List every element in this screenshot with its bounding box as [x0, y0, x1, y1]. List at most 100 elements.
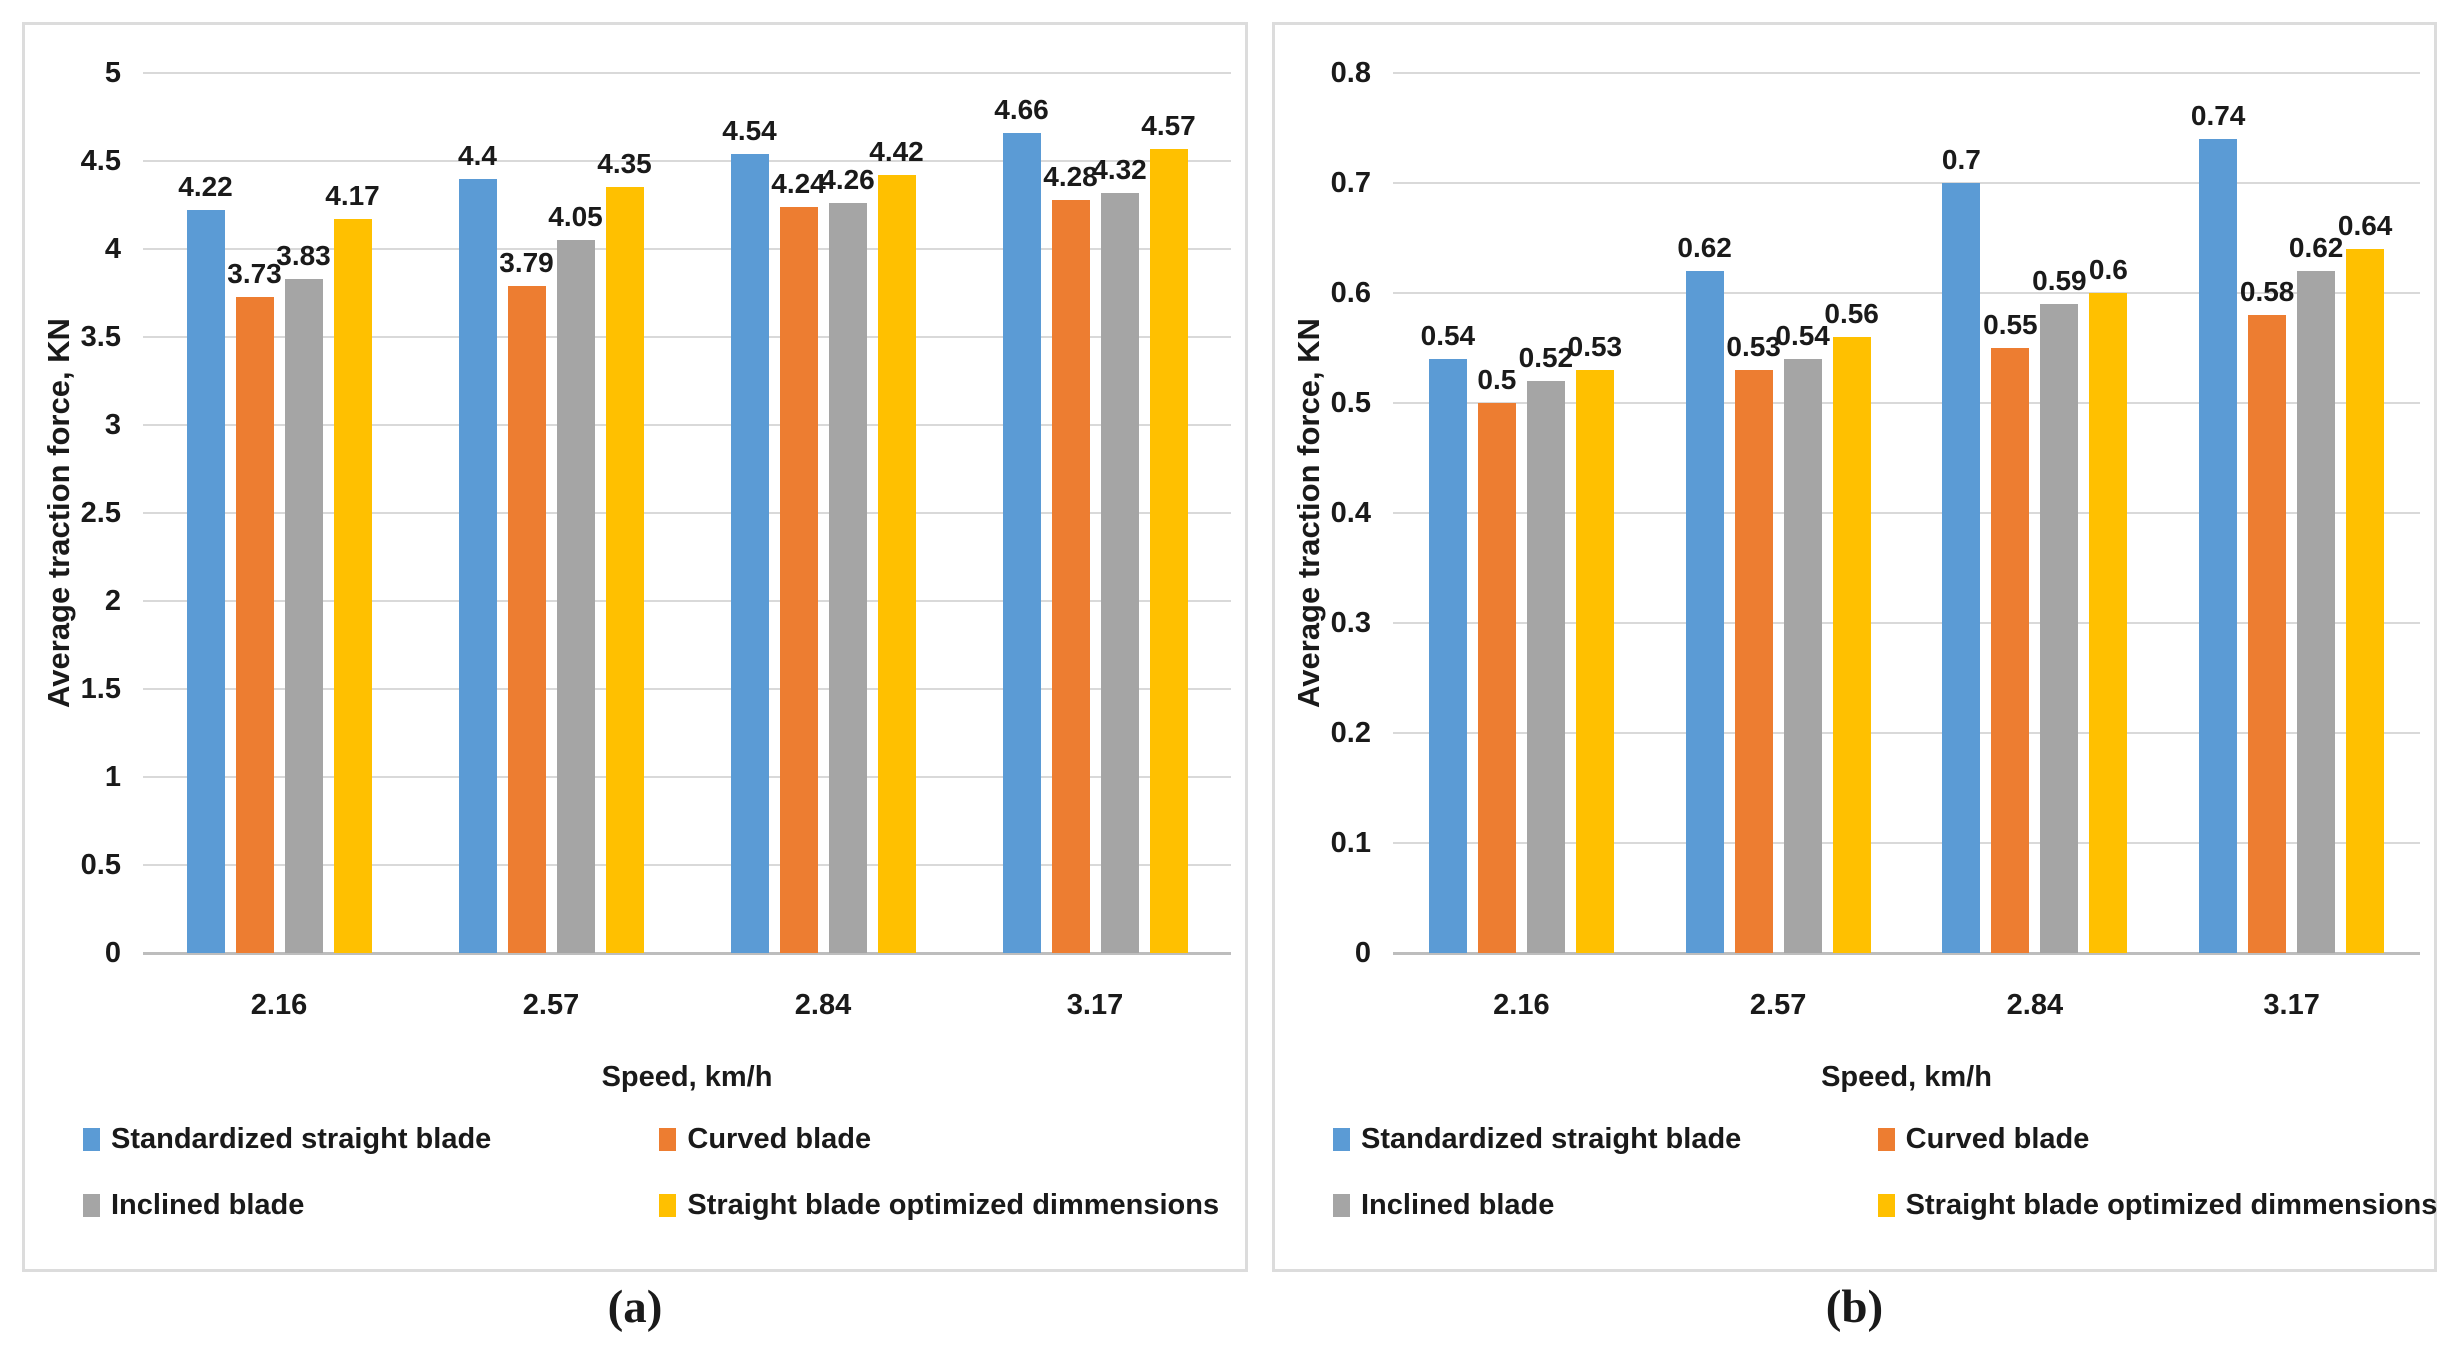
gridline — [143, 248, 1231, 250]
legend-swatch — [83, 1127, 100, 1151]
bar-inclined-blade — [2040, 304, 2079, 953]
bar-standardized-straight-blade — [186, 210, 225, 953]
bar-standardized-straight-blade — [1942, 183, 1981, 953]
legend-swatch — [659, 1127, 677, 1151]
bar-value-label: 4.22 — [178, 171, 233, 203]
bar-value-label: 0.62 — [1677, 232, 1732, 263]
legend-label: Straight blade optimized dimmensions — [1905, 1189, 2438, 1221]
bar-curved-blade — [507, 285, 546, 953]
y-tick-label: 4 — [104, 233, 121, 265]
legend-label: Curved blade — [1905, 1123, 2090, 1155]
bar-value-label: 0.7 — [1941, 144, 1981, 175]
y-tick-label: 0.5 — [80, 849, 121, 881]
bar-value-label: 4.05 — [548, 201, 603, 233]
y-tick-label: 0.5 — [1330, 387, 1371, 419]
bar-value-label: 0.54 — [1775, 320, 1830, 351]
bar-curved-blade — [1477, 403, 1516, 953]
gridline — [1393, 72, 2420, 74]
bar-value-label: 0.74 — [2190, 100, 2246, 131]
subfigure-caption-b: (b) — [1825, 1281, 1884, 1333]
bar-value-label: 0.53 — [1726, 331, 1781, 362]
legend-swatch — [1877, 1193, 1895, 1217]
bar-value-label: 0.52 — [1518, 342, 1574, 373]
subfigure-caption-a: (a) — [607, 1281, 663, 1333]
legend-label: Inclined blade — [111, 1189, 305, 1221]
bar-inclined-blade — [828, 203, 867, 953]
y-tick-label: 0.8 — [1330, 57, 1371, 89]
bar-value-label: 0.59 — [2032, 265, 2087, 296]
bar-standardized-straight-blade — [1002, 132, 1041, 953]
bar-curved-blade — [2248, 315, 2287, 953]
y-tick-label: 2.5 — [80, 497, 121, 529]
bar-value-label: 0.54 — [1420, 320, 1476, 351]
x-tick-label: 3.17 — [1066, 989, 1124, 1021]
bar-standardized-straight-blade — [458, 178, 497, 953]
gridline — [143, 600, 1231, 602]
bar-value-label: 4.35 — [597, 148, 652, 180]
bar-value-label: 4.26 — [820, 164, 875, 196]
bar-value-label: 0.6 — [2088, 254, 2128, 285]
legend-item-standardized-straight-blade: Standardized straight blade — [1333, 1121, 1741, 1157]
gridline — [143, 424, 1231, 426]
bar-value-label: 4.66 — [994, 93, 1049, 125]
bar-value-label: 4.4 — [458, 139, 497, 171]
bar-straight-blade-optimized-dimmensions — [1832, 337, 1871, 953]
bar-value-label: 0.64 — [2337, 210, 2393, 241]
legend-item-straight-blade-optimized-dimmensions: Straight blade optimized dimmensions — [1877, 1187, 2438, 1223]
bar-value-label: 4.24 — [771, 167, 826, 199]
legend-item-standardized-straight-blade: Standardized straight blade — [83, 1121, 491, 1157]
x-tick-label: 2.84 — [2006, 989, 2064, 1021]
bar-value-label: 0.56 — [1824, 298, 1879, 329]
y-tick-label: 0.2 — [1330, 717, 1371, 749]
bar-straight-blade-optimized-dimmensions — [333, 219, 372, 953]
bar-value-label: 0.58 — [2239, 276, 2295, 307]
y-tick-label: 0.4 — [1330, 497, 1371, 529]
gridline — [143, 688, 1231, 690]
bar-value-label: 0.5 — [1477, 364, 1517, 395]
bar-straight-blade-optimized-dimmensions — [1575, 370, 1614, 953]
y-tick-label: 0.1 — [1330, 827, 1371, 859]
legend-item-straight-blade-optimized-dimmensions: Straight blade optimized dimmensions — [659, 1187, 1219, 1223]
bar-straight-blade-optimized-dimmensions — [2346, 249, 2385, 953]
y-tick-label: 1.5 — [80, 673, 121, 705]
legend-swatch — [83, 1193, 100, 1217]
bar-value-label: 4.54 — [722, 114, 777, 146]
bar-curved-blade — [1051, 199, 1090, 953]
x-tick-label: 3.17 — [2263, 989, 2320, 1021]
legend-swatch — [1333, 1193, 1350, 1217]
y-tick-label: 4.5 — [80, 145, 121, 177]
gridline — [143, 776, 1231, 778]
gridline — [143, 160, 1231, 162]
chart-panel-a: Average traction force, KN Speed, km/h 0… — [22, 22, 1248, 1272]
bar-value-label: 3.83 — [276, 239, 331, 271]
gridline — [1393, 842, 2420, 844]
gridline — [1393, 732, 2420, 734]
bar-standardized-straight-blade — [1428, 359, 1467, 953]
gridline — [143, 72, 1231, 74]
gridline — [143, 512, 1231, 514]
bar-straight-blade-optimized-dimmensions — [605, 187, 644, 953]
y-tick-label: 1 — [104, 761, 121, 793]
bar-straight-blade-optimized-dimmensions — [2089, 293, 2128, 953]
y-tick-label: 0.3 — [1330, 607, 1371, 639]
bar-straight-blade-optimized-dimmensions — [1149, 148, 1188, 953]
bar-standardized-straight-blade — [2199, 139, 2238, 953]
bar-value-label: 3.79 — [499, 246, 554, 278]
bar-inclined-blade — [284, 278, 323, 953]
bar-curved-blade — [779, 206, 818, 953]
bar-curved-blade — [235, 296, 274, 953]
bar-value-label: 4.57 — [1141, 109, 1196, 141]
bar-curved-blade — [1991, 348, 2030, 953]
gridline — [1393, 182, 2420, 184]
x-axis-title: Speed, km/h — [1821, 1061, 1992, 1093]
x-axis-title: Speed, km/h — [601, 1061, 773, 1093]
bar-inclined-blade — [1783, 359, 1822, 953]
bar-standardized-straight-blade — [730, 153, 769, 953]
bar-value-label: 4.28 — [1043, 160, 1098, 192]
legend-swatch — [659, 1193, 677, 1217]
bar-value-label: 0.62 — [2288, 232, 2344, 263]
gridline — [143, 864, 1231, 866]
x-axis-line — [1393, 952, 2420, 955]
x-tick-label: 2.84 — [794, 989, 852, 1021]
y-tick-label: 3 — [104, 409, 121, 441]
